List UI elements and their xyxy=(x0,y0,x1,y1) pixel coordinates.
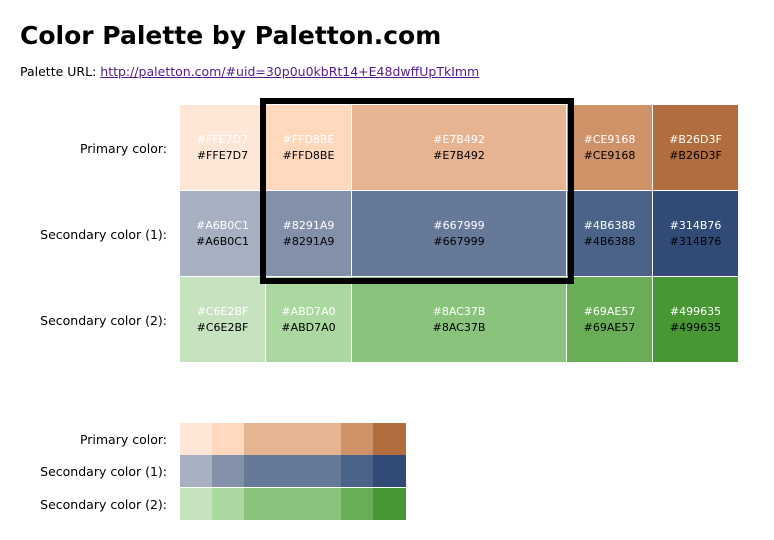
swatch-cell[interactable]: #C6E2BF #C6E2BF xyxy=(180,277,265,362)
mini-row-secondary-2: Secondary color (2): xyxy=(0,488,774,520)
hex-label-dark: #69AE57 xyxy=(583,320,636,334)
palette-row-secondary-1: Secondary color (1): #A6B0C1 #A6B0C1 #82… xyxy=(0,191,774,277)
palette-row-secondary-2: Secondary color (2): #C6E2BF #C6E2BF #AB… xyxy=(0,277,774,363)
mini-swatch xyxy=(180,488,212,520)
hex-label-light: #4B6388 xyxy=(583,218,636,232)
hex-label-light: #A6B0C1 xyxy=(196,218,249,232)
swatch-cell[interactable]: #8291A9 #8291A9 xyxy=(266,191,351,276)
swatch-cell[interactable]: #E7B492 #E7B492 xyxy=(352,105,566,190)
palette-url-label: Palette URL: xyxy=(20,64,97,79)
hex-label-dark: #C6E2BF xyxy=(196,320,249,334)
hex-label-dark: #FFD8BE xyxy=(282,148,335,162)
mini-swatch xyxy=(373,488,406,520)
hex-label-light: #CE9168 xyxy=(583,132,636,146)
hex-label-light: #499635 xyxy=(669,304,722,318)
hex-label-light: #FFE7D7 xyxy=(196,132,249,146)
swatch-cell[interactable]: #667999 #667999 xyxy=(352,191,566,276)
swatch-cell[interactable]: #4B6388 #4B6388 xyxy=(567,191,652,276)
mini-row-primary: Primary color: xyxy=(0,423,774,455)
swatch-cell[interactable]: #499635 #499635 xyxy=(653,277,738,362)
hex-label-dark: #8AC37B xyxy=(432,320,486,334)
mini-swatch xyxy=(373,423,406,455)
hex-label-dark: #4B6388 xyxy=(583,234,636,248)
mini-swatch xyxy=(180,423,212,455)
hex-label-light: #69AE57 xyxy=(583,304,636,318)
swatch-cell[interactable]: #FFD8BE #FFD8BE xyxy=(266,105,351,190)
row-label: Secondary color (1): xyxy=(40,226,167,242)
mini-swatch xyxy=(373,455,406,487)
palette-url-link[interactable]: http://paletton.com/#uid=30p0u0kbRt14+E4… xyxy=(100,64,480,79)
hex-label-light: #8291A9 xyxy=(282,218,335,232)
mini-swatch xyxy=(341,423,373,455)
swatch-cell[interactable]: #B26D3F #B26D3F xyxy=(653,105,738,190)
mini-swatch xyxy=(244,455,341,487)
row-label: Primary color: xyxy=(79,140,167,156)
page-title: Color Palette by Paletton.com xyxy=(20,21,442,50)
mini-swatch xyxy=(212,488,244,520)
mini-swatch xyxy=(341,488,373,520)
hex-label-dark: #499635 xyxy=(669,320,722,334)
hex-label-dark: #A6B0C1 xyxy=(196,234,249,248)
mini-row-label: Secondary color (1): xyxy=(40,463,167,479)
hex-label-light: #ABD7A0 xyxy=(281,304,336,318)
hex-label-light: #FFD8BE xyxy=(282,132,335,146)
hex-label-light: #667999 xyxy=(433,218,485,232)
swatch-cell[interactable]: #69AE57 #69AE57 xyxy=(567,277,652,362)
swatch-cell[interactable]: #314B76 #314B76 xyxy=(653,191,738,276)
hex-label-dark: #8291A9 xyxy=(282,234,335,248)
mini-row-secondary-1: Secondary color (1): xyxy=(0,455,774,487)
hex-label-dark: #ABD7A0 xyxy=(281,320,336,334)
swatch-cell[interactable]: #CE9168 #CE9168 xyxy=(567,105,652,190)
hex-label-dark: #314B76 xyxy=(669,234,722,248)
swatch-cell[interactable]: #8AC37B #8AC37B xyxy=(352,277,566,362)
hex-label-light: #C6E2BF xyxy=(196,304,249,318)
mini-swatch xyxy=(244,488,341,520)
mini-swatch xyxy=(341,455,373,487)
palette-url-line: Palette URL: http://paletton.com/#uid=30… xyxy=(20,64,479,80)
mini-swatch xyxy=(180,455,212,487)
mini-swatch xyxy=(244,423,341,455)
palette-row-primary: Primary color: #FFE7D7 #FFE7D7 #FFD8BE #… xyxy=(0,105,774,191)
mini-swatch xyxy=(212,455,244,487)
mini-swatch xyxy=(212,423,244,455)
hex-label-light: #E7B492 xyxy=(433,132,485,146)
mini-row-label: Primary color: xyxy=(79,431,167,447)
hex-label-light: #B26D3F xyxy=(669,132,722,146)
hex-label-dark: #FFE7D7 xyxy=(196,148,249,162)
hex-label-light: #8AC37B xyxy=(432,304,486,318)
hex-label-dark: #E7B492 xyxy=(433,148,485,162)
swatch-cell[interactable]: #ABD7A0 #ABD7A0 xyxy=(266,277,351,362)
hex-label-dark: #B26D3F xyxy=(669,148,722,162)
hex-label-light: #314B76 xyxy=(669,218,722,232)
mini-row-label: Secondary color (2): xyxy=(40,496,167,512)
row-label: Secondary color (2): xyxy=(40,312,167,328)
swatch-cell[interactable]: #FFE7D7 #FFE7D7 xyxy=(180,105,265,190)
hex-label-dark: #667999 xyxy=(433,234,485,248)
swatch-cell[interactable]: #A6B0C1 #A6B0C1 xyxy=(180,191,265,276)
hex-label-dark: #CE9168 xyxy=(583,148,636,162)
